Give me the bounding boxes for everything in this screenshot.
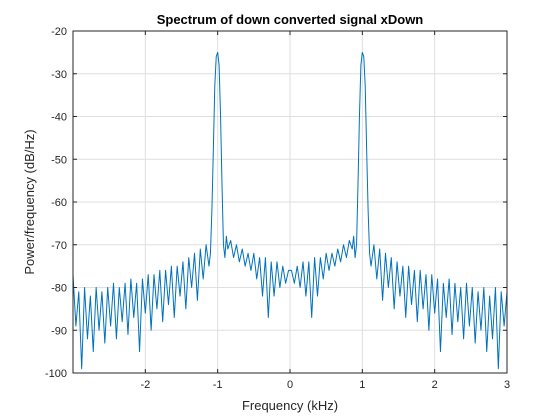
x-tick-label: -2 [140, 379, 150, 391]
x-tick-label: 3 [504, 379, 510, 391]
y-tick-label: -30 [51, 69, 67, 81]
y-tick-label: -80 [51, 283, 67, 295]
x-tick-label: 2 [432, 379, 438, 391]
y-axis-label: Power/frequency (dB/Hz) [22, 129, 37, 274]
x-tick-label: -1 [213, 379, 223, 391]
y-tick-label: -100 [45, 368, 67, 380]
series-line-0 [72, 51, 508, 370]
x-tick-label: 0 [287, 379, 293, 391]
x-axis-label: Frequency (kHz) [242, 398, 338, 413]
y-tick-label: -50 [51, 154, 67, 166]
y-tick-label: -40 [51, 112, 67, 124]
y-tick-label: -20 [51, 26, 67, 38]
chart-title: Spectrum of down converted signal xDown [157, 12, 424, 27]
y-tick-label: -60 [51, 197, 67, 209]
y-axis-ticks: -100 -90 -80 -70 -60 -50 -40 -30 -20 [45, 26, 507, 380]
y-tick-label: -70 [51, 240, 67, 252]
x-axis-ticks: -2 -1 0 1 2 3 [140, 31, 510, 391]
series-layer [72, 51, 508, 370]
grid-lines [73, 31, 507, 373]
x-tick-label: 1 [359, 379, 365, 391]
y-tick-label: -90 [51, 325, 67, 337]
